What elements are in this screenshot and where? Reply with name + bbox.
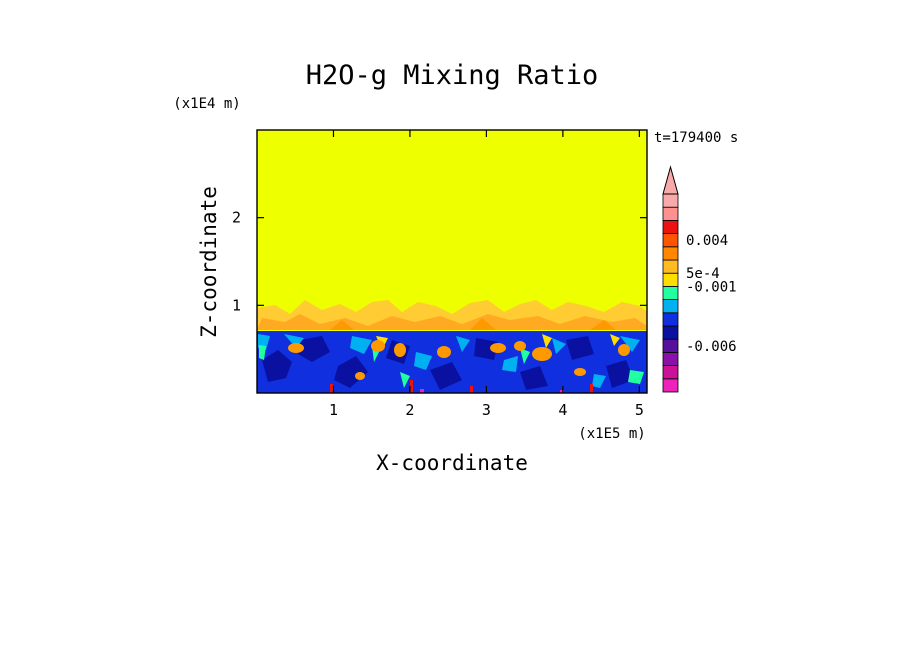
colorbar-band bbox=[662, 299, 679, 314]
colorbar-extend-arrow bbox=[662, 165, 679, 195]
colorbar-band bbox=[662, 259, 679, 274]
x-tick-label: 2 bbox=[405, 401, 414, 419]
chart-title: H2O-g Mixing Ratio bbox=[306, 60, 599, 91]
plot-frame bbox=[256, 129, 648, 394]
boundary-green-patches bbox=[259, 345, 644, 388]
boundary-red-patches bbox=[330, 380, 593, 393]
boundary-cyan-patches bbox=[258, 334, 640, 388]
colorbar-band bbox=[662, 246, 679, 261]
y-scale-label: (x1E4 m) bbox=[173, 96, 240, 112]
colorbar-band bbox=[662, 193, 679, 208]
y-axis-label: Z-coordinate bbox=[197, 186, 221, 338]
plot-area bbox=[257, 130, 647, 393]
colorbar-band bbox=[662, 312, 679, 327]
colorbar-label: 0.004 bbox=[686, 233, 728, 249]
x-scale-label: (x1E5 m) bbox=[578, 426, 645, 442]
x-tick-label: 1 bbox=[329, 401, 338, 419]
transition-layer-inner bbox=[257, 314, 647, 330]
colorbar-label: 5e-4 bbox=[686, 266, 720, 282]
colorbar-band bbox=[662, 325, 679, 340]
x-tick-label: 3 bbox=[482, 401, 491, 419]
time-label: t=179400 s bbox=[654, 130, 738, 146]
colorbar-band bbox=[662, 233, 679, 248]
y-tick-label: 2 bbox=[232, 209, 241, 227]
y-axis-ticks: 12 bbox=[232, 209, 647, 314]
colorbar-band bbox=[662, 351, 679, 366]
boundary-magenta-patches bbox=[420, 389, 564, 393]
colorbar-band bbox=[662, 206, 679, 221]
colorbar-band bbox=[662, 285, 679, 300]
x-tick-label: 5 bbox=[635, 401, 644, 419]
colorbar-label: -0.006 bbox=[686, 339, 737, 355]
colorbar-label: -0.001 bbox=[686, 279, 737, 295]
colorbar-band bbox=[662, 365, 679, 380]
colorbar-band bbox=[662, 378, 679, 393]
x-axis-ticks: 1 2 3 4 5 bbox=[329, 130, 644, 419]
x-axis-label: X-coordinate bbox=[376, 451, 528, 475]
colorbar-band bbox=[662, 338, 679, 353]
y-tick-label: 1 bbox=[232, 296, 241, 314]
colorbar-band bbox=[662, 272, 679, 287]
boundary-orange-patches bbox=[288, 340, 630, 380]
x-tick-label: 4 bbox=[558, 401, 567, 419]
colorbar-band bbox=[662, 219, 679, 234]
transition-layer-dark bbox=[330, 318, 616, 330]
